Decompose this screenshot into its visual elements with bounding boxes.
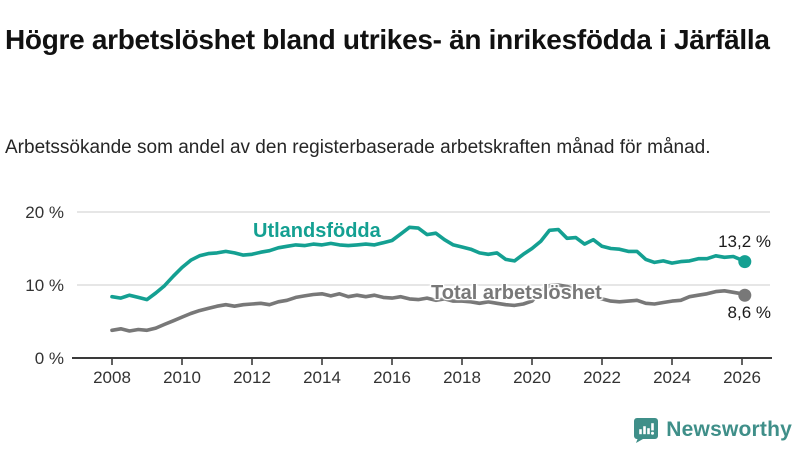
series-end-dot-total: [738, 288, 752, 302]
chart-subtitle: Arbetssökande som andel av den registerb…: [5, 137, 711, 158]
x-axis-tick-label: 2008: [93, 368, 131, 387]
x-axis-tick-label: 2012: [233, 368, 271, 387]
series-label-utlandsfodda: Utlandsfödda: [253, 220, 381, 242]
x-axis-tick-label: 2026: [723, 368, 761, 387]
newsworthy-logo: Newsworthy: [633, 417, 792, 443]
x-axis-tick-label: 2014: [303, 368, 341, 387]
x-axis-tick-label: 2022: [583, 368, 621, 387]
y-axis-tick-label: 20 %: [25, 202, 64, 222]
bar-chart-speech-bubble-icon: [634, 418, 659, 443]
end-value-label-total: 8,6 %: [727, 303, 771, 322]
x-axis-tick-label: 2010: [163, 368, 201, 387]
series-line-utlandsfodda: [110, 225, 747, 302]
series-end-dot-utlandsfodda: [738, 255, 752, 269]
x-axis-tick-label: 2016: [373, 368, 411, 387]
series-label-total-arbetsloshet: Total arbetslöshet: [431, 282, 602, 304]
x-axis-tick-label: 2018: [443, 368, 481, 387]
series-line-total: [110, 283, 747, 333]
x-axis-tick-label: 2020: [513, 368, 551, 387]
page-title: Högre arbetslöshet bland utrikes- än inr…: [5, 23, 770, 55]
x-axis-tick-label: 2024: [653, 368, 691, 387]
y-axis-tick-label: 10 %: [25, 275, 64, 295]
end-value-label-utlandsfodda: 13,2 %: [718, 232, 771, 251]
y-axis-tick-label: 0 %: [34, 348, 64, 368]
brand-name: Newsworthy: [666, 418, 792, 441]
